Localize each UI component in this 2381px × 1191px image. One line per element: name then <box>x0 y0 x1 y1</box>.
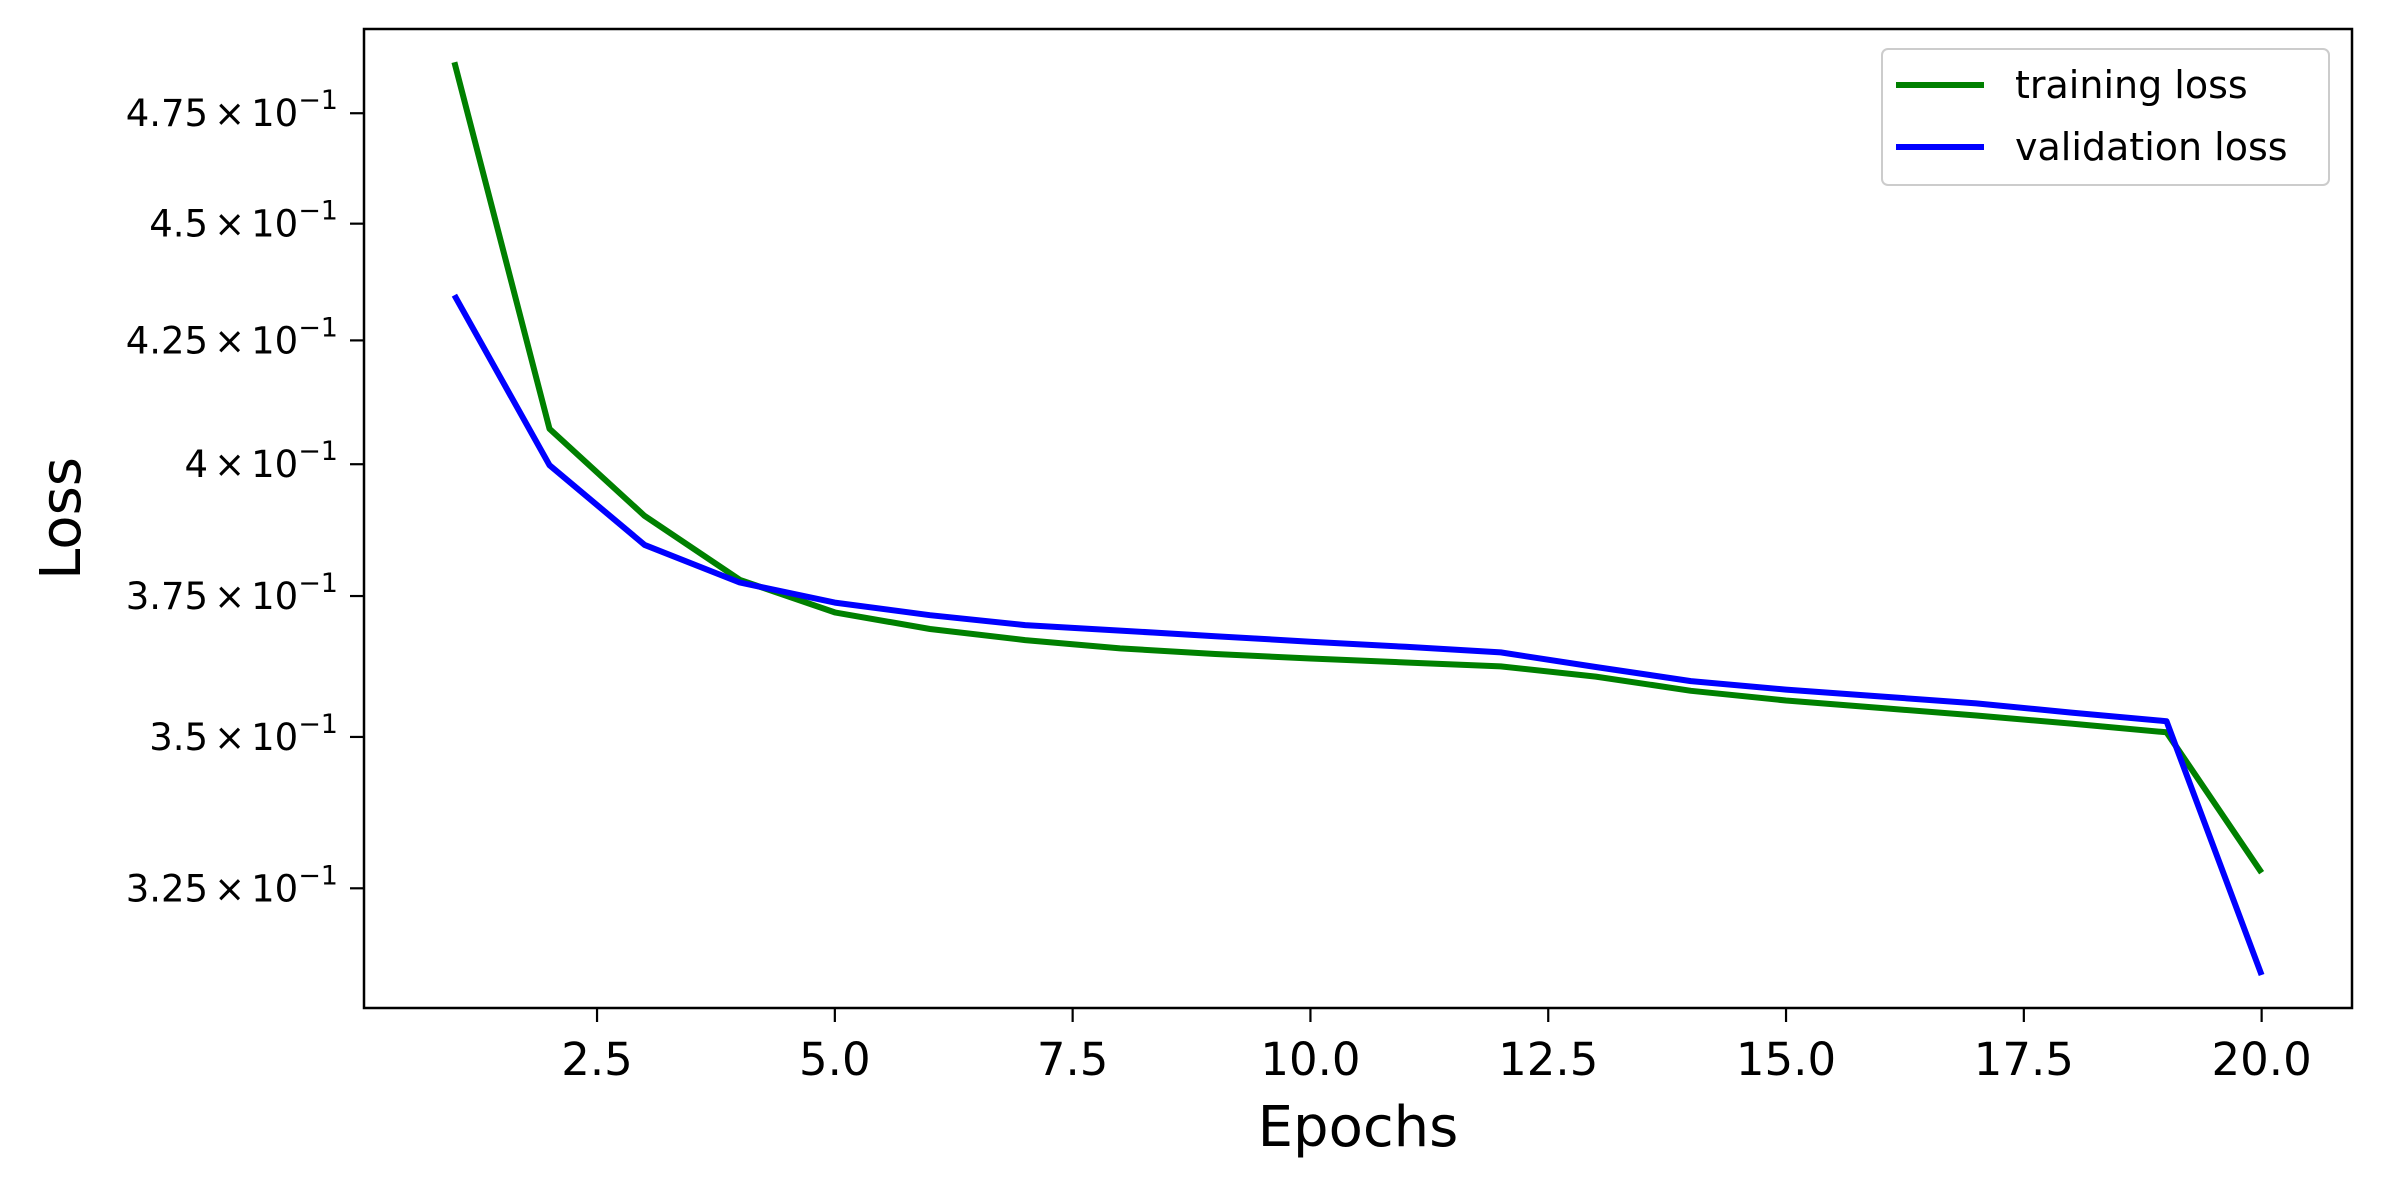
y-tick-times: × <box>214 716 245 759</box>
x-tick-label: 2.5 <box>561 1033 633 1086</box>
x-tick-label: 12.5 <box>1498 1033 1598 1086</box>
y-axis-label: Loss <box>29 457 94 580</box>
y-tick-label: 4.25 × 10−1 <box>126 312 338 362</box>
legend: training loss validation loss <box>1881 48 2330 186</box>
y-tick-base: 10 <box>251 716 298 759</box>
y-tick-times: × <box>214 203 245 246</box>
y-tick-exponent: −1 <box>298 312 338 343</box>
y-tick-exponent: −1 <box>298 436 338 467</box>
y-tick-exponent: −1 <box>298 709 338 740</box>
x-tick-label: 5.0 <box>799 1033 871 1086</box>
y-tick-mantissa: 4.5 <box>149 203 208 246</box>
x-axis-ticks: 2.5 5.0 7.5 10.0 12.5 15.0 17.5 20.0 <box>561 1008 2312 1086</box>
y-tick-base: 10 <box>251 443 298 486</box>
y-tick-base: 10 <box>251 92 298 135</box>
y-tick-times: × <box>214 319 245 362</box>
y-tick-mantissa: 4 <box>185 443 209 486</box>
y-tick-mantissa: 4.75 <box>126 92 208 135</box>
legend-entry-label: validation loss <box>2015 125 2288 169</box>
x-tick-label: 15.0 <box>1736 1033 1836 1086</box>
y-tick-times: × <box>214 867 245 910</box>
y-tick-times: × <box>214 575 245 618</box>
legend-entry-label: training loss <box>2015 63 2248 107</box>
x-tick-label: 17.5 <box>1974 1033 2074 1086</box>
y-tick-label: 4.5 × 10−1 <box>149 196 338 246</box>
y-axis-ticks: 3.25 × 10−13.5 × 10−13.75 × 10−14 × 10−14.25 × 10−… <box>126 85 364 910</box>
y-tick-exponent: −1 <box>298 860 338 891</box>
legend-box <box>1881 48 2330 186</box>
series-layer <box>451 61 2265 977</box>
plot-area-frame <box>362 27 2354 1010</box>
y-tick-label: 3.75 × 10−1 <box>126 568 338 618</box>
y-tick-mantissa: 3.5 <box>149 716 208 759</box>
x-tick-label: 20.0 <box>2212 1033 2312 1086</box>
y-tick-label: 4 × 10−1 <box>185 436 338 486</box>
y-tick-label: 3.5 × 10−1 <box>149 709 338 759</box>
y-tick-times: × <box>214 443 245 486</box>
y-tick-label: 4.75 × 10−1 <box>126 85 338 135</box>
y-tick-base: 10 <box>251 203 298 246</box>
y-tick-exponent: −1 <box>298 196 338 227</box>
y-tick-mantissa: 3.25 <box>126 867 208 910</box>
y-tick-base: 10 <box>251 867 298 910</box>
y-tick-times: × <box>214 92 245 135</box>
y-tick-exponent: −1 <box>298 568 338 599</box>
x-tick-label: 10.0 <box>1260 1033 1360 1086</box>
x-axis-label: Epochs <box>1258 1095 1459 1160</box>
y-tick-mantissa: 4.25 <box>126 319 208 362</box>
series-line-validation-loss <box>451 293 2265 977</box>
y-tick-label: 3.25 × 10−1 <box>126 860 338 910</box>
x-tick-label: 7.5 <box>1037 1033 1109 1086</box>
y-tick-exponent: −1 <box>298 85 338 116</box>
y-tick-base: 10 <box>251 575 298 618</box>
y-tick-mantissa: 3.75 <box>126 575 208 618</box>
y-tick-base: 10 <box>251 319 298 362</box>
